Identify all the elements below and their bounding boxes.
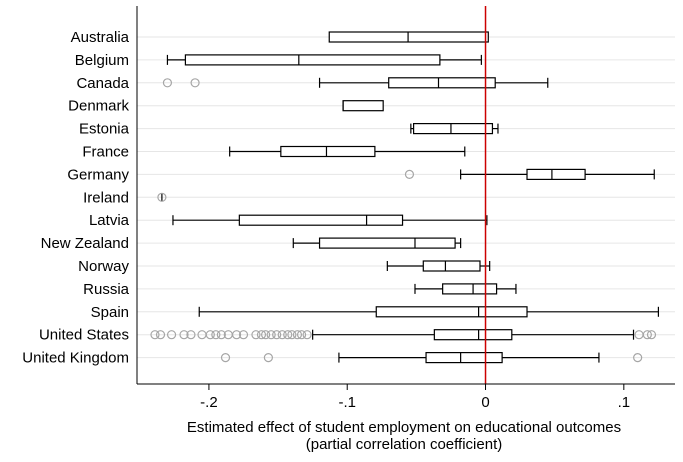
iqr-box-norway xyxy=(422,260,481,272)
box-belgium xyxy=(166,54,482,66)
outlier-point-united-states-20 xyxy=(292,330,303,340)
outlier-point-united-states-21 xyxy=(296,330,307,340)
outlier-point-united-states-0 xyxy=(150,330,160,340)
box-france xyxy=(229,145,466,158)
box-united-kingdom xyxy=(338,352,600,364)
category-label-russia: Russia xyxy=(83,281,130,298)
outlier-point-united-states-24 xyxy=(642,330,652,340)
x-tick-label-0: -.2 xyxy=(200,394,218,411)
category-label-canada: Canada xyxy=(76,75,129,92)
outlier-point-canada-1 xyxy=(190,78,200,88)
category-label-australia: Australia xyxy=(71,29,130,46)
outlier-point-united-states-7 xyxy=(211,330,221,340)
outlier-point-united-states-22 xyxy=(302,330,312,340)
axes: -.2 -.1 0 .1 xyxy=(136,6,675,411)
iqr-box-spain xyxy=(375,306,528,318)
outlier-point-united-states-11 xyxy=(238,330,249,340)
outlier-point-united-states-12 xyxy=(251,330,261,340)
outlier-point-united-states-3 xyxy=(179,330,189,340)
box-latvia xyxy=(172,214,488,226)
outlier-point-united-states-16 xyxy=(272,330,282,340)
box-united-states xyxy=(312,329,635,341)
iqr-box-canada xyxy=(388,77,496,89)
outlier-point-united-states-19 xyxy=(287,330,297,340)
category-label-ireland: Ireland xyxy=(83,189,129,206)
iqr-box-belgium xyxy=(184,54,441,66)
outlier-point-united-states-2 xyxy=(166,330,177,340)
x-tick-label-1: -.1 xyxy=(338,394,356,411)
iqr-box-latvia xyxy=(238,214,404,226)
category-label-united-kingdom: United Kingdom xyxy=(22,350,129,367)
outlier-point-united-states-6 xyxy=(205,330,215,340)
box-estonia xyxy=(410,122,499,135)
outlier-point-united-states-25 xyxy=(646,330,657,340)
category-label-france: France xyxy=(82,144,129,161)
outlier-point-united-states-13 xyxy=(256,330,267,340)
outlier-point-united-states-18 xyxy=(283,330,293,340)
box-new-zealand xyxy=(292,237,462,249)
outlier-point-united-states-8 xyxy=(216,330,226,340)
outlier-point-united-states-10 xyxy=(231,330,242,340)
outlier-point-united-kingdom-0 xyxy=(220,353,231,363)
box-germany xyxy=(460,168,655,180)
box-russia xyxy=(414,283,517,295)
category-label-new-zealand: New Zealand xyxy=(41,235,129,252)
iqr-box-france xyxy=(280,145,376,158)
outlier-point-germany-0 xyxy=(404,169,415,179)
iqr-box-denmark xyxy=(342,100,384,112)
outlier-point-united-states-1 xyxy=(155,330,166,340)
category-label-germany: Germany xyxy=(67,166,129,183)
outlier-point-canada-0 xyxy=(162,78,173,88)
category-label-estonia: Estonia xyxy=(79,121,130,138)
category-label-belgium: Belgium xyxy=(75,52,129,69)
category-label-latvia: Latvia xyxy=(89,212,130,229)
category-labels: Australia Belgium Canada Denmark Estonia Fran… xyxy=(22,29,129,367)
box-canada xyxy=(318,77,549,89)
iqr-box-united-states xyxy=(433,329,513,341)
category-label-united-states: United States xyxy=(39,327,129,344)
box-denmark xyxy=(342,100,384,112)
outlier-series xyxy=(150,78,657,363)
category-label-norway: Norway xyxy=(78,258,129,275)
outlier-point-united-states-14 xyxy=(261,330,271,340)
iqr-box-new-zealand xyxy=(318,237,456,249)
outlier-point-united-states-15 xyxy=(266,330,276,340)
box-norway xyxy=(386,260,491,272)
outlier-point-united-kingdom-2 xyxy=(633,353,643,363)
box-series xyxy=(161,31,660,364)
iqr-box-estonia xyxy=(413,122,494,135)
iqr-box-australia xyxy=(328,31,489,43)
outlier-point-united-kingdom-1 xyxy=(263,353,273,363)
box-australia xyxy=(328,31,489,43)
box-spain xyxy=(198,306,660,318)
outlier-point-united-states-4 xyxy=(186,330,196,340)
x-axis-title-line2: (partial correlation coefficient) xyxy=(306,436,502,453)
outlier-point-ireland-0 xyxy=(157,192,167,202)
x-axis-title-line1: Estimated effect of student employment o… xyxy=(187,419,621,436)
iqr-box-united-kingdom xyxy=(425,352,503,364)
outlier-point-united-states-17 xyxy=(277,330,287,340)
iqr-box-germany xyxy=(526,168,586,180)
iqr-box-russia xyxy=(442,283,498,295)
x-tick-label-3: .1 xyxy=(618,394,631,411)
category-label-spain: Spain xyxy=(91,304,129,321)
x-tick-label-2: 0 xyxy=(481,394,489,411)
category-label-denmark: Denmark xyxy=(68,98,129,115)
